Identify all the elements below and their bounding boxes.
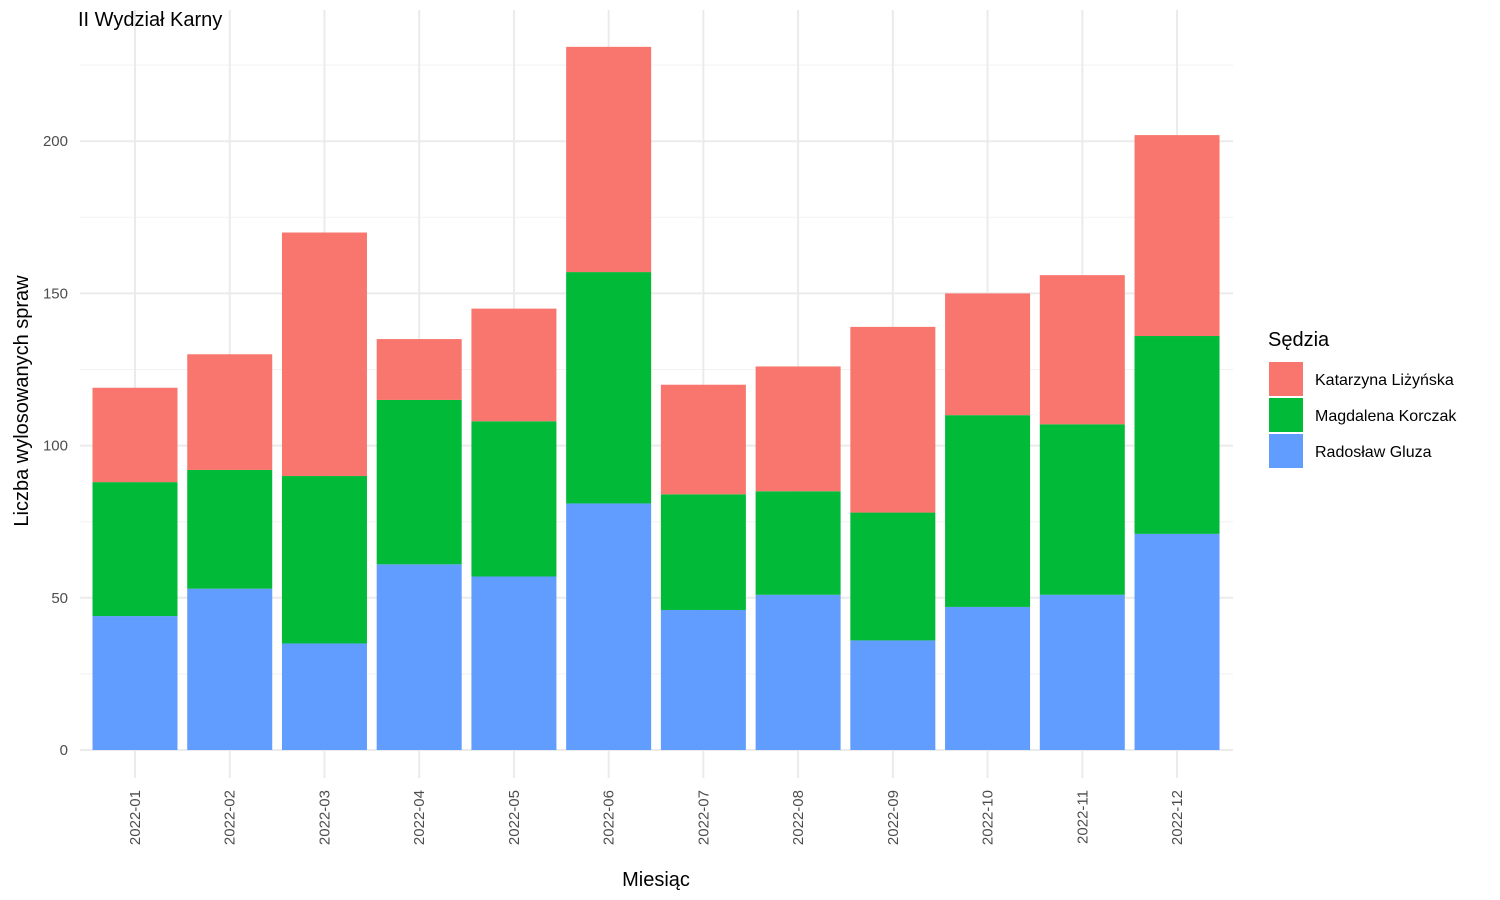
x-tick-label: 2022-12 — [1169, 790, 1186, 845]
bar-segment — [566, 503, 652, 750]
y-axis-title: Liczba wylosowanych spraw — [11, 275, 33, 527]
bar-segment — [755, 491, 841, 595]
bar-segment — [187, 469, 273, 589]
x-tick-label: 2022-05 — [506, 790, 523, 845]
bar-segment — [92, 616, 178, 750]
bar-segment — [92, 387, 178, 483]
bar-segment — [1039, 424, 1125, 595]
bar-segment — [660, 384, 746, 495]
bar-segment — [1039, 594, 1125, 750]
x-tick-label: 2022-02 — [222, 790, 239, 845]
legend-swatch — [1269, 398, 1303, 432]
x-tick-label: 2022-06 — [601, 790, 618, 845]
bar-segment — [850, 326, 936, 513]
y-tick-label: 150 — [43, 285, 68, 302]
bar-segment — [660, 609, 746, 750]
bar-segment — [945, 293, 1031, 416]
x-tick-label: 2022-11 — [1074, 790, 1091, 844]
bar-segment — [945, 415, 1031, 607]
bar-segment — [660, 494, 746, 610]
legend-items: Katarzyna Liżyńska Magdalena Korczak Rados… — [1269, 362, 1457, 468]
bar-segment — [92, 482, 178, 617]
x-tick-label: 2022-04 — [411, 790, 428, 845]
bar-segment — [471, 421, 557, 577]
x-tick-label: 2022-09 — [885, 790, 902, 845]
y-tick-label: 100 — [43, 438, 68, 455]
legend-label: Radosław Gluza — [1315, 444, 1432, 461]
bar-segment — [1039, 275, 1125, 425]
x-tick-label: 2022-07 — [695, 790, 712, 845]
bar-segment — [755, 366, 841, 492]
bar-segment — [1134, 533, 1220, 750]
legend-label: Katarzyna Liżyńska — [1315, 372, 1454, 389]
bar-segment — [566, 46, 652, 273]
x-tick-label: 2022-03 — [316, 790, 333, 845]
bar-segment — [471, 308, 557, 422]
chart-title: II Wydział Karny — [78, 9, 222, 31]
bar-segment — [945, 606, 1031, 750]
bar-segment — [471, 576, 557, 750]
bar-segment — [187, 354, 273, 470]
legend-swatch — [1269, 434, 1303, 468]
x-tick-label: 2022-08 — [790, 790, 807, 845]
bar-segment — [755, 594, 841, 750]
bar-segment — [376, 399, 462, 565]
bar-segment — [566, 272, 652, 504]
y-tick-label: 0 — [60, 742, 68, 759]
bar-segment — [281, 476, 367, 644]
x-tick-labels: 2022-01 2022-02 2022-03 2022-04 2022-05 2022-… — [127, 790, 1186, 845]
legend-label: Magdalena Korczak — [1315, 408, 1457, 425]
bar-segment — [281, 643, 367, 750]
bar-segment — [376, 564, 462, 750]
y-tick-label: 50 — [51, 590, 68, 607]
x-tick-label: 2022-10 — [980, 790, 997, 845]
legend: Sędzia Katarzyna Liżyńska Magdalena Korcz… — [1268, 329, 1457, 468]
bar-segment — [850, 512, 936, 641]
bars-layer — [92, 46, 1220, 750]
legend-swatch — [1269, 362, 1303, 396]
x-axis-title: Miesiąc — [622, 869, 690, 891]
y-tick-label: 200 — [43, 133, 68, 150]
y-tick-labels: 0 50 100 150 200 — [43, 133, 68, 759]
bar-segment — [850, 640, 936, 750]
bar-segment — [187, 588, 273, 750]
legend-title: Sędzia — [1268, 329, 1330, 351]
bar-segment — [1134, 336, 1220, 534]
x-tick-label: 2022-01 — [127, 790, 144, 845]
bar-segment — [281, 232, 367, 477]
bar-segment — [376, 339, 462, 400]
bar-segment — [1134, 135, 1220, 337]
